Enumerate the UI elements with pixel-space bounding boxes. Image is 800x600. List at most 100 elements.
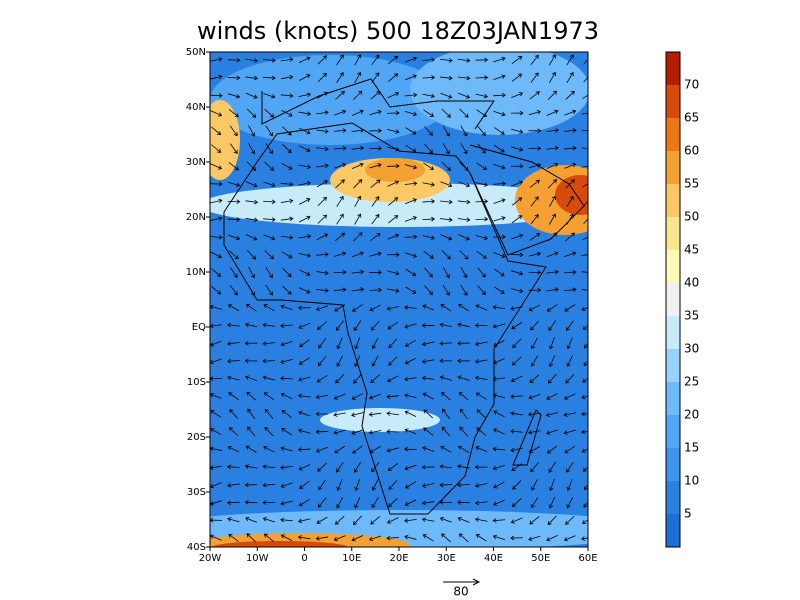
wind-arrow [440, 75, 453, 81]
wind-arrow [422, 199, 436, 204]
wind-arrow [493, 358, 505, 365]
wind-arrow [457, 341, 470, 346]
axes: 20W 10W 0 10E 20E 30E 40E 50E 60E 50N 40N 30N 20N 10N… [186, 47, 598, 564]
wind-arrow [336, 54, 344, 66]
wind-arrow [262, 341, 276, 346]
wind-arrow [530, 462, 539, 473]
wind-arrow [442, 284, 450, 296]
wind-arrow [353, 373, 362, 384]
wind-arrow [527, 429, 541, 435]
wind-arrow [422, 57, 436, 63]
colorbar-box [666, 382, 680, 415]
wind-arrow [510, 306, 523, 311]
wind-arrow [316, 270, 329, 276]
wind-arrow [317, 355, 327, 367]
wind-arrow [370, 179, 381, 189]
wind-arrow [262, 500, 276, 505]
wind-arrow [566, 496, 574, 509]
wind-arrow [458, 533, 469, 543]
wind-arrow [227, 199, 241, 205]
wind-arrow [548, 355, 556, 368]
wind-arrow [244, 482, 258, 488]
colorbar-frame [665, 51, 681, 548]
wind-arrow [442, 267, 450, 279]
wind-arrow [248, 125, 256, 137]
wind-arrow [280, 517, 293, 523]
reference-vector: 80 [443, 578, 481, 599]
wind-arrow [549, 195, 556, 208]
wind-arrow [316, 128, 329, 134]
colorbar-box [666, 448, 680, 481]
wind-arrow [546, 145, 559, 151]
wind-arrow [210, 198, 223, 204]
wind-arrow [210, 74, 223, 80]
wind-arrow [511, 92, 524, 99]
wind-arrow [439, 375, 452, 381]
wind-arrow [510, 535, 523, 541]
wind-arrow [492, 305, 506, 310]
wind-arrow [405, 286, 417, 294]
wind-arrow [441, 533, 451, 543]
wind-arrow [263, 445, 275, 453]
wind-arrow [564, 304, 576, 312]
wind-arrow [421, 500, 435, 506]
wind-arrow [336, 479, 343, 491]
colorbar-label: 70 [684, 78, 699, 92]
reference-label: 80 [453, 585, 468, 599]
wind-arrow [227, 341, 240, 346]
wind-arrow [280, 323, 293, 329]
wind-arrow [549, 71, 556, 84]
wind-arrow [404, 518, 417, 523]
wind-arrow [333, 269, 347, 275]
wind-arrow [280, 181, 294, 187]
wind-arrow [547, 515, 557, 526]
x-tick-label: 20W [199, 553, 222, 564]
wind-arrow [245, 199, 259, 205]
field-patch [210, 183, 588, 227]
wind-arrow [422, 75, 436, 80]
wind-arrow [280, 358, 293, 365]
wind-arrow [370, 374, 380, 384]
wind-arrow [386, 252, 400, 258]
colorbar-label: 40 [684, 276, 699, 290]
wind-arrow [388, 55, 399, 65]
wind-arrow [530, 320, 539, 331]
wind-arrow [210, 57, 223, 62]
wind-arrow [512, 480, 522, 490]
wind-arrow [280, 74, 294, 80]
wind-arrow [210, 251, 223, 259]
wind-arrow [530, 72, 539, 83]
wind-arrow [424, 267, 433, 278]
wind-arrow [227, 358, 240, 364]
wind-arrow [368, 535, 382, 542]
wind-arrow [423, 109, 435, 117]
field-patch [210, 100, 240, 180]
wind-arrow [262, 464, 276, 470]
wind-arrow [335, 232, 346, 242]
wind-arrow [530, 497, 539, 509]
wind-arrow [493, 92, 506, 98]
wind-arrow [511, 215, 523, 224]
wind-arrow [531, 337, 538, 350]
wind-arrow [405, 268, 417, 277]
wind-arrow [387, 129, 400, 134]
wind-arrow [475, 216, 489, 222]
wind-arrow [422, 534, 434, 542]
wind-arrow [457, 482, 470, 488]
wind-arrow [297, 518, 311, 524]
wind-arrow [528, 163, 542, 169]
wind-arrow [263, 392, 275, 401]
wind-arrow [511, 146, 524, 152]
wind-arrow [298, 215, 311, 223]
wind-arrow [353, 320, 362, 332]
wind-arrow [370, 320, 380, 331]
wind-arrow [371, 355, 379, 367]
wind-arrow [353, 179, 363, 189]
field-patch [210, 541, 350, 547]
wind-arrow [404, 323, 417, 329]
wind-arrow [565, 179, 575, 189]
wind-arrow [281, 163, 293, 170]
wind-arrow [404, 252, 418, 258]
wind-arrow [388, 479, 398, 490]
colorbar-box [666, 415, 680, 448]
